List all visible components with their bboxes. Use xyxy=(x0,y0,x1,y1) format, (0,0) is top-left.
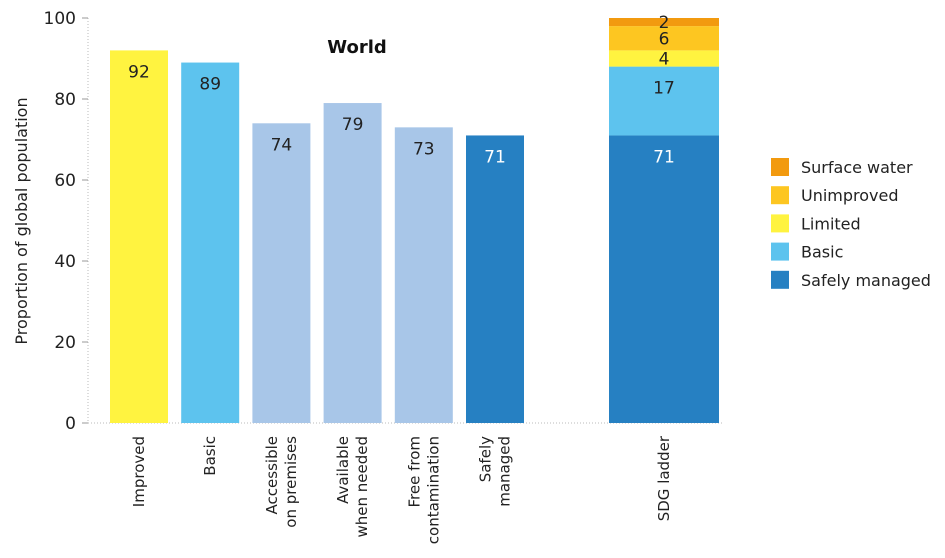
stack-segment xyxy=(609,50,719,67)
x-tick-label: Basic xyxy=(201,436,219,476)
x-tick-label: Free from xyxy=(405,436,423,508)
bar xyxy=(466,135,524,423)
bar-value-label: 79 xyxy=(342,115,364,135)
legend-swatch xyxy=(771,158,789,176)
y-tick-label: 80 xyxy=(54,90,76,110)
x-tick-label: Safely xyxy=(477,436,495,482)
x-tick-label: contamination xyxy=(424,436,442,544)
legend-swatch xyxy=(771,270,789,289)
stack-value-label: 17 xyxy=(653,79,675,99)
bar-value-label: 92 xyxy=(128,62,150,82)
y-tick-label: 20 xyxy=(54,333,76,353)
x-tick-label: Available xyxy=(334,436,352,504)
bar xyxy=(394,127,453,423)
stacked-bar: 71 17 462 xyxy=(609,13,719,423)
bar xyxy=(252,123,311,424)
x-tick-label: SDG ladder xyxy=(655,435,673,521)
stack-value-label: 6 xyxy=(659,29,670,49)
legend-label: Limited xyxy=(801,214,861,233)
bar-value-label: 89 xyxy=(199,75,221,95)
x-tick-label: when needed xyxy=(353,436,371,538)
bars: 92 89 74 79 73 71 xyxy=(110,50,524,424)
bar xyxy=(181,62,240,424)
legend-label: Surface water xyxy=(801,158,913,177)
stack-segment xyxy=(609,66,719,136)
bar-value-label: 73 xyxy=(413,139,435,159)
bar-value-label: 74 xyxy=(271,135,293,155)
legend-label: Safely managed xyxy=(801,271,931,290)
y-tick-label: 60 xyxy=(54,171,76,191)
bar xyxy=(110,50,168,424)
x-tick-label: Accessible xyxy=(263,436,281,514)
x-tick-label: Improved xyxy=(130,436,148,507)
stack-value-label: 71 xyxy=(653,147,675,167)
legend-swatch xyxy=(771,186,789,205)
legend-swatch xyxy=(771,242,789,261)
y-tick-label: 40 xyxy=(54,252,76,272)
stack-segment xyxy=(609,135,719,423)
stack-segment xyxy=(609,26,719,51)
stack-value-label: 4 xyxy=(659,50,670,70)
chart-title: World xyxy=(327,37,387,58)
legend: Surface water Unimproved Limited Basic Safel… xyxy=(771,158,931,290)
bar-value-label: 71 xyxy=(484,147,506,167)
x-tick-label: managed xyxy=(496,436,514,507)
legend-label: Basic xyxy=(801,243,843,262)
y-tick-label: 0 xyxy=(65,414,76,434)
bar xyxy=(323,103,382,424)
x-axis-labels: Improved Basic Accessible on premises Availa… xyxy=(130,435,673,544)
stack-segment xyxy=(609,18,719,27)
legend-label: Unimproved xyxy=(801,186,899,205)
legend-swatch xyxy=(771,214,789,233)
y-tick-label: 100 xyxy=(44,9,76,29)
x-tick-label: on premises xyxy=(282,436,300,528)
y-axis-label: Proportion of global population xyxy=(12,97,31,344)
stack-value-label: 2 xyxy=(659,13,670,33)
